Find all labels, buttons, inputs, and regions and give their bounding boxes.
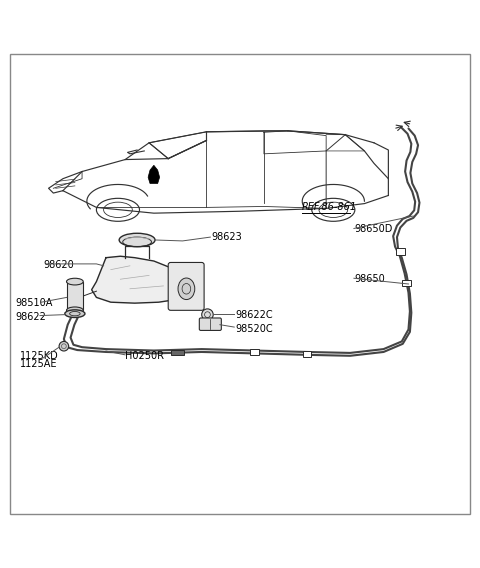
Circle shape: [59, 341, 69, 351]
Bar: [171, 350, 184, 355]
Text: 98623: 98623: [211, 232, 242, 242]
FancyBboxPatch shape: [168, 262, 204, 310]
Bar: [250, 349, 259, 356]
Text: H0250R: H0250R: [125, 351, 164, 361]
Bar: [396, 248, 405, 255]
Ellipse shape: [67, 307, 83, 314]
Ellipse shape: [65, 310, 85, 318]
Text: REF.86-861: REF.86-861: [302, 202, 357, 212]
FancyBboxPatch shape: [199, 318, 221, 331]
Polygon shape: [92, 256, 192, 303]
Text: 98620: 98620: [44, 260, 74, 270]
Bar: [67, 282, 83, 310]
Ellipse shape: [67, 278, 83, 285]
Text: 98510A: 98510A: [15, 298, 52, 308]
Text: 98520C: 98520C: [235, 324, 273, 334]
Ellipse shape: [178, 278, 195, 299]
Ellipse shape: [119, 233, 155, 247]
Text: 1125AE: 1125AE: [20, 360, 57, 369]
Text: 98650: 98650: [355, 274, 385, 284]
Text: 98650D: 98650D: [355, 224, 393, 235]
Bar: [303, 350, 312, 357]
Polygon shape: [148, 165, 159, 183]
Circle shape: [202, 309, 213, 320]
Text: 1125KD: 1125KD: [20, 351, 59, 361]
Text: 98622C: 98622C: [235, 310, 273, 320]
Text: 98622: 98622: [15, 311, 46, 321]
Bar: [402, 279, 411, 286]
